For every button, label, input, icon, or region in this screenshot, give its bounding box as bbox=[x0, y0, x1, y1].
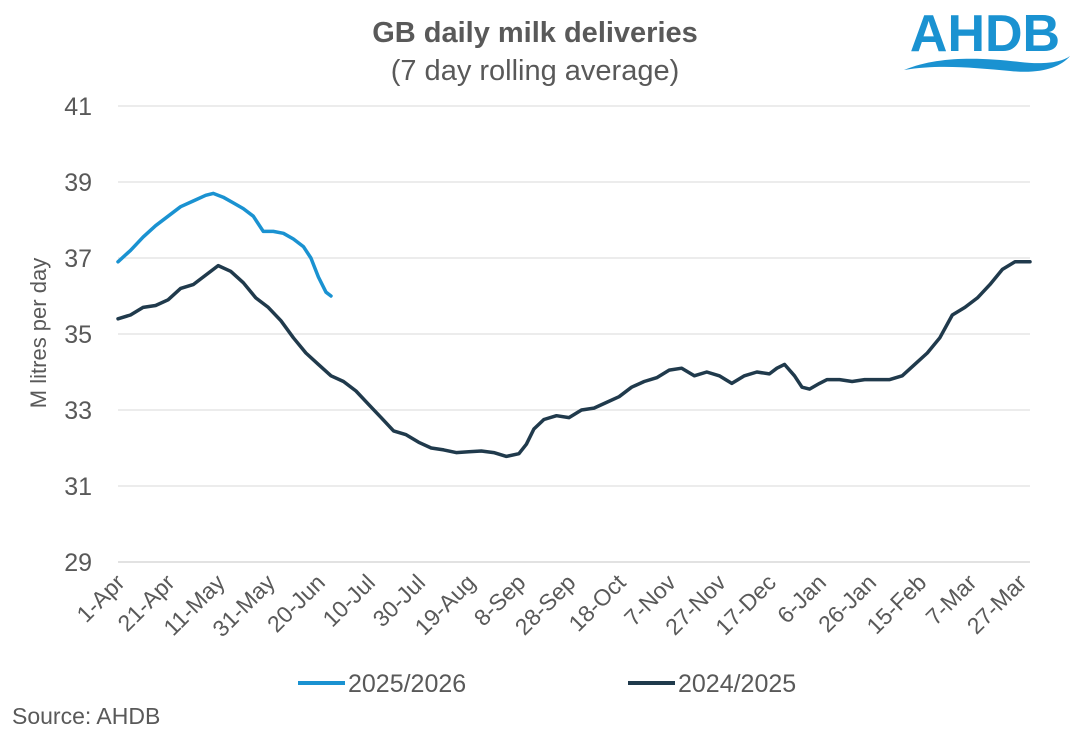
chart-title: GB daily milk deliveries bbox=[372, 17, 698, 49]
logo-wave bbox=[904, 56, 1070, 72]
y-tick-label: 37 bbox=[64, 245, 92, 273]
y-tick-label: 39 bbox=[64, 169, 92, 197]
ahdb-logo: AHDB bbox=[904, 5, 1070, 72]
legend-label-2025-2026: 2025/2026 bbox=[348, 670, 466, 698]
y-tick-label: 33 bbox=[64, 397, 92, 425]
x-tick-label: 18-Oct bbox=[563, 569, 631, 637]
source-note: Source: AHDB bbox=[12, 703, 160, 729]
y-tick-label: 31 bbox=[64, 473, 92, 501]
y-axis-label: M litres per day bbox=[26, 258, 51, 408]
legend-label-2024-2025: 2024/2025 bbox=[678, 670, 796, 698]
series-lines bbox=[116, 191, 1032, 459]
y-tick-labels: 29 31 33 35 37 39 41 bbox=[64, 93, 92, 577]
gridlines bbox=[118, 105, 1030, 563]
series-line-2025-2026 bbox=[116, 191, 333, 298]
x-tick-label: 20-Jun bbox=[262, 569, 330, 637]
legend: 2025/2026 2024/2025 bbox=[298, 670, 796, 698]
x-tick-label: 10-Jul bbox=[317, 569, 380, 632]
x-tick-labels: 1-Apr21-Apr11-May31-May20-Jun10-Jul30-Ju… bbox=[71, 569, 1031, 642]
y-tick-label: 35 bbox=[64, 321, 92, 349]
logo-text: AHDB bbox=[910, 5, 1060, 63]
series-line-2024-2025 bbox=[116, 260, 1032, 459]
y-tick-label: 29 bbox=[64, 549, 92, 577]
chart-subtitle: (7 day rolling average) bbox=[391, 55, 680, 87]
y-tick-label: 41 bbox=[64, 93, 92, 121]
